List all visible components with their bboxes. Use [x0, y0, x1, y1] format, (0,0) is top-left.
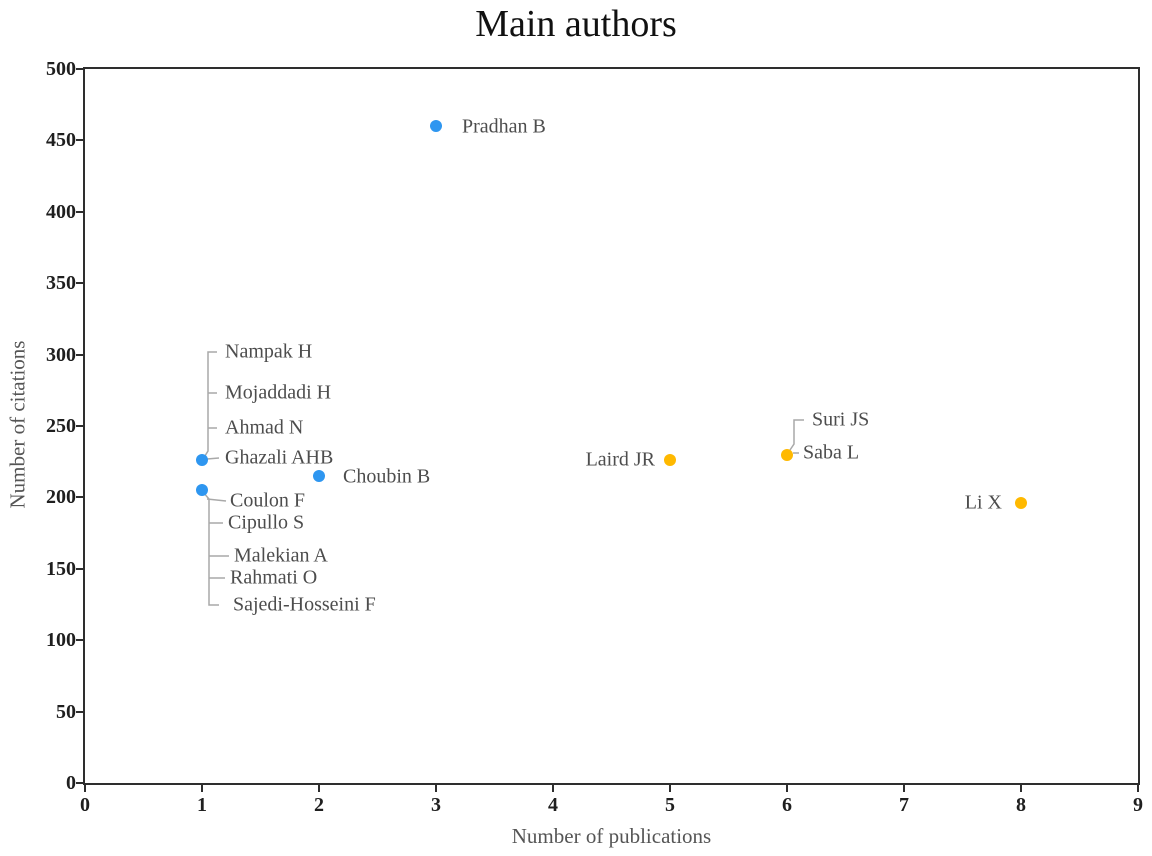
scatter-point-laird-jr [664, 454, 676, 467]
x-tick-label: 1 [197, 794, 207, 816]
x-tick-label: 8 [1016, 794, 1026, 816]
x-tick-label: 6 [782, 794, 792, 816]
y-tick-label: 0 [66, 772, 76, 794]
scatter-point-suri-js [781, 448, 793, 461]
x-tick-mark [201, 785, 203, 792]
scatter-point-coulon-f [196, 484, 208, 497]
x-tick-mark [786, 785, 788, 792]
point-label-coulon-f: Coulon F [230, 489, 306, 512]
x-tick-mark [1137, 785, 1139, 792]
y-tick-mark [76, 639, 83, 642]
x-tick-label: 7 [899, 794, 909, 816]
y-tick-mark [76, 782, 83, 784]
x-tick-mark [669, 785, 671, 792]
point-label-rahmati-o: Rahmati O [230, 566, 318, 589]
y-tick-mark [76, 210, 83, 213]
y-tick-label: 100 [46, 629, 76, 652]
x-tick-label: 3 [431, 794, 441, 816]
point-label-ahmad-n: Ahmad N [225, 416, 304, 439]
y-tick-mark [76, 353, 83, 356]
y-tick-label: 200 [46, 486, 76, 509]
x-tick-label: 9 [1133, 794, 1143, 816]
point-label-sajedi-hosseini-f: Sajedi-Hosseini F [233, 593, 376, 616]
x-tick-mark [84, 785, 86, 792]
y-tick-label: 450 [46, 129, 76, 152]
y-tick-label: 350 [46, 272, 76, 295]
point-label-cipullo-s: Cipullo S [228, 511, 305, 534]
y-tick-mark [76, 496, 83, 499]
point-label-choubin-b: Choubin B [343, 465, 431, 488]
y-tick-label: 250 [46, 415, 76, 437]
scatter-point-pradhan-b [430, 120, 442, 133]
point-label-laird-jr: Laird JR [585, 448, 655, 471]
scatter-point-li-x [1015, 497, 1027, 510]
point-label-mojaddadi-h: Mojaddadi H [225, 381, 332, 404]
x-tick-mark [552, 785, 554, 792]
point-label-ghazali-ahb: Ghazali AHB [225, 446, 334, 469]
chart-title: Main authors [475, 3, 677, 45]
y-tick-label: 50 [56, 700, 76, 723]
x-axis-title: Number of publications [511, 824, 712, 848]
point-label-saba-l: Saba L [803, 441, 860, 464]
y-tick-mark [76, 68, 83, 70]
y-tick-mark [76, 282, 83, 285]
y-tick-label: 150 [46, 557, 76, 580]
point-label-suri-js: Suri JS [812, 408, 870, 431]
point-label-nampak-h: Nampak H [225, 340, 313, 363]
point-label-malekian-a: Malekian A [234, 544, 328, 567]
scatter-point-choubin-b [313, 469, 325, 482]
x-tick-mark [903, 785, 905, 792]
scatter-point-nampak-h [196, 454, 208, 467]
point-label-li-x: Li X [964, 491, 1002, 514]
x-tick-label: 0 [80, 794, 90, 816]
x-tick-mark [318, 785, 320, 792]
plot-area [83, 67, 1140, 785]
y-tick-label: 500 [46, 58, 76, 80]
x-tick-mark [1020, 785, 1022, 792]
y-tick-mark [76, 139, 83, 142]
x-tick-mark [435, 785, 437, 792]
y-tick-label: 400 [46, 200, 76, 223]
y-tick-label: 300 [46, 343, 76, 366]
y-tick-mark [76, 710, 83, 713]
x-tick-label: 2 [314, 794, 324, 816]
x-tick-label: 5 [665, 794, 675, 816]
y-tick-mark [76, 425, 83, 427]
point-label-pradhan-b: Pradhan B [462, 115, 546, 138]
y-tick-mark [76, 567, 83, 570]
x-tick-label: 4 [548, 794, 558, 816]
